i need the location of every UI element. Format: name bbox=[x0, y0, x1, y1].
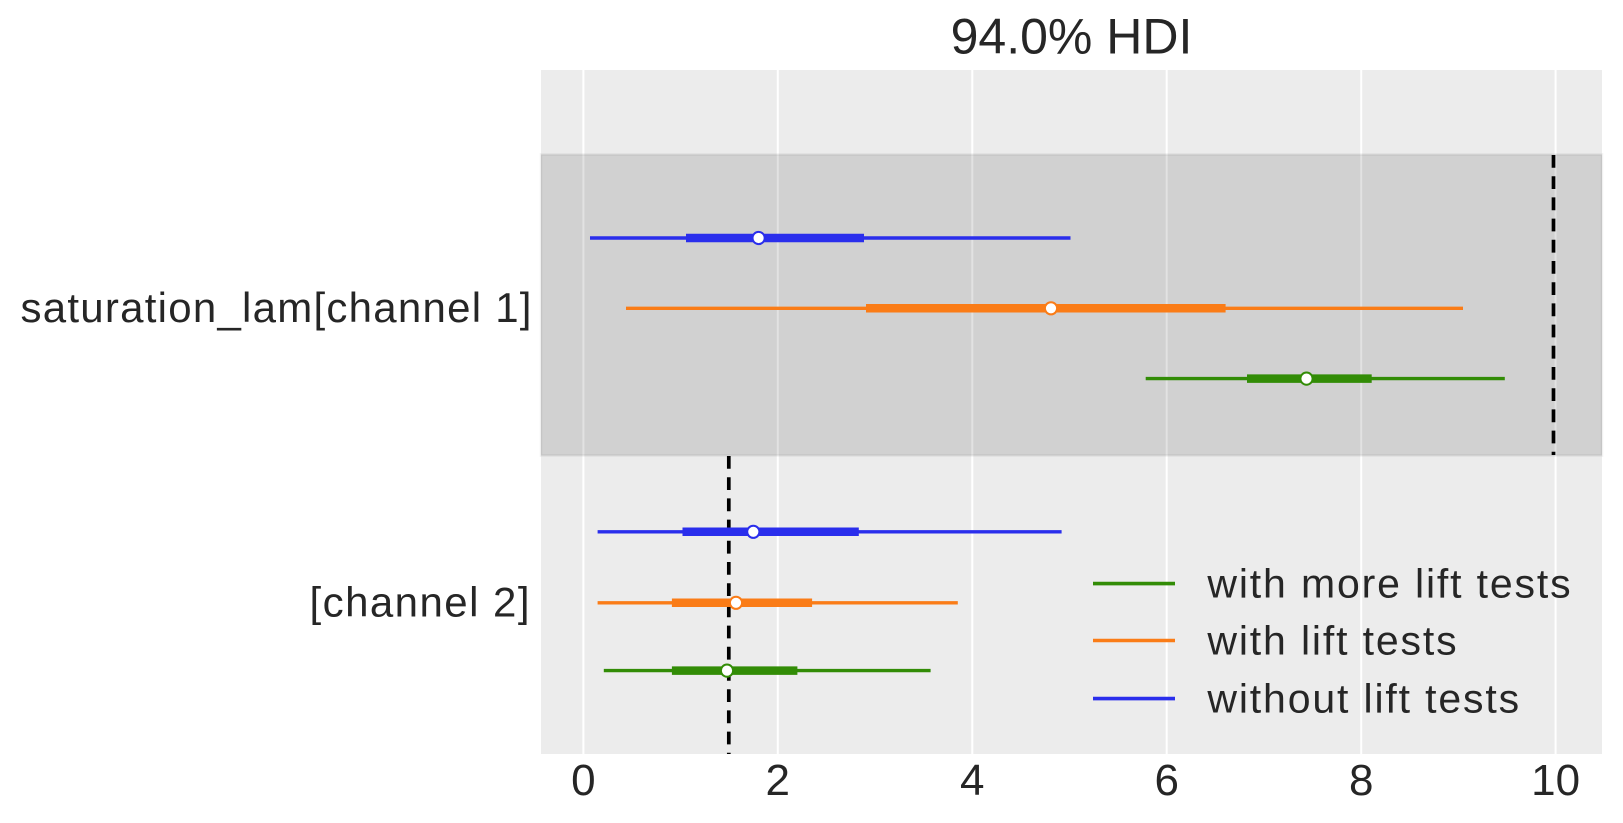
svg-text:94.0% HDI: 94.0% HDI bbox=[951, 9, 1193, 65]
svg-text:with lift tests: with lift tests bbox=[1206, 618, 1458, 664]
svg-text:[channel 2]: [channel 2] bbox=[310, 579, 531, 626]
svg-text:4: 4 bbox=[960, 756, 984, 805]
svg-text:8: 8 bbox=[1349, 756, 1373, 805]
svg-text:2: 2 bbox=[766, 756, 790, 805]
svg-text:6: 6 bbox=[1154, 756, 1178, 805]
svg-text:10: 10 bbox=[1531, 756, 1580, 805]
svg-text:without lift tests: without lift tests bbox=[1206, 676, 1521, 722]
svg-text:with more lift tests: with more lift tests bbox=[1206, 561, 1572, 607]
svg-text:saturation_lam[channel 1]: saturation_lam[channel 1] bbox=[21, 284, 533, 331]
svg-text:0: 0 bbox=[571, 756, 595, 805]
